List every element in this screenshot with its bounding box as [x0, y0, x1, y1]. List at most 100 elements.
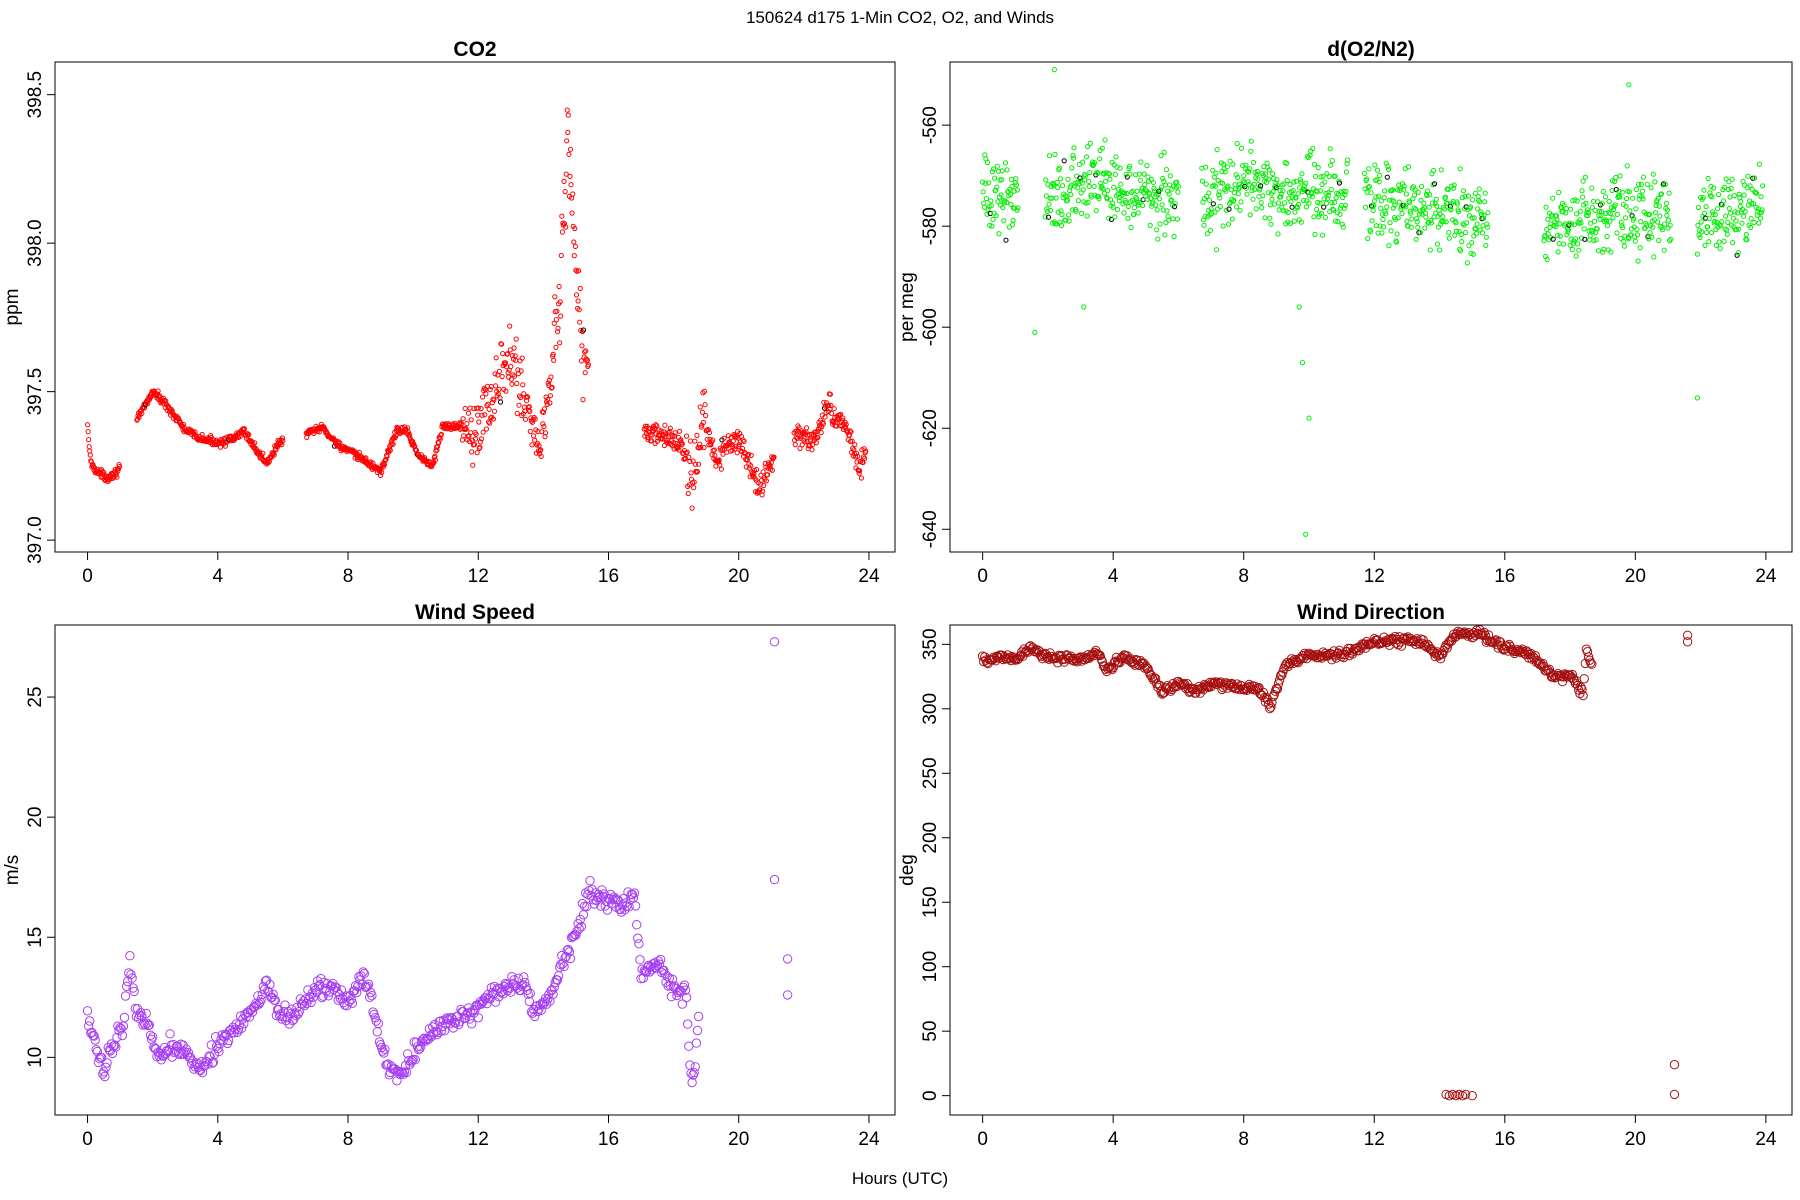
- data-point: [704, 436, 710, 442]
- data-point: [86, 437, 92, 443]
- data-point: [828, 410, 835, 416]
- series-points: [82, 637, 793, 1088]
- data-point: [1174, 216, 1181, 222]
- data-point: [815, 434, 821, 441]
- data-point: [1096, 196, 1102, 202]
- data-point: [520, 382, 526, 388]
- data-point: [575, 914, 585, 925]
- data-point: [1152, 194, 1158, 200]
- data-point: [1285, 219, 1291, 225]
- data-point: [583, 348, 589, 354]
- data-point: [1241, 173, 1247, 179]
- data-point: [1339, 221, 1345, 227]
- data-point: [687, 1077, 697, 1088]
- x-tick-label: 8: [1238, 1129, 1249, 1150]
- data-point: [1099, 183, 1105, 189]
- data-point: [1215, 177, 1221, 184]
- data-point: [1046, 153, 1053, 159]
- data-point: [576, 307, 582, 313]
- data-point: [763, 478, 770, 484]
- data-point: [473, 1013, 483, 1023]
- y-tick-label: -600: [920, 308, 941, 346]
- data-point: [689, 1068, 699, 1078]
- data-point: [1216, 677, 1226, 687]
- data-point: [1318, 210, 1325, 216]
- data-point: [1327, 146, 1333, 152]
- data-point: [1734, 252, 1740, 258]
- data-point: [1343, 169, 1350, 175]
- data-point: [1638, 181, 1644, 187]
- data-point: [739, 445, 746, 452]
- data-point: [439, 1026, 450, 1036]
- data-point: [1076, 161, 1083, 168]
- data-point: [1742, 209, 1748, 215]
- data-point: [570, 929, 580, 940]
- data-point: [526, 404, 532, 410]
- data-point: [1266, 167, 1272, 173]
- data-point: [565, 129, 571, 135]
- data-point: [1397, 186, 1404, 192]
- data-point: [531, 433, 537, 439]
- data-point: [378, 1046, 388, 1056]
- data-point: [1137, 177, 1144, 183]
- data-point: [1011, 188, 1017, 194]
- data-point: [1712, 212, 1718, 218]
- x-tick-label: 0: [82, 1129, 93, 1150]
- data-point: [1550, 236, 1556, 242]
- data-point: [990, 216, 996, 222]
- data-point: [1268, 691, 1278, 702]
- data-point: [307, 988, 317, 998]
- data-point: [1037, 654, 1048, 664]
- data-point: [1589, 205, 1596, 211]
- data-point: [1405, 223, 1411, 229]
- data-point: [1612, 202, 1618, 208]
- data-point: [1248, 138, 1254, 144]
- data-point: [1066, 218, 1072, 224]
- data-point: [680, 985, 691, 995]
- data-point: [1080, 655, 1090, 665]
- data-point: [1438, 167, 1444, 173]
- data-point: [1469, 215, 1475, 221]
- data-point: [1092, 160, 1098, 166]
- data-point: [1711, 185, 1717, 191]
- data-point: [1243, 185, 1250, 191]
- x-tick-label: 12: [1364, 1129, 1385, 1150]
- data-point: [983, 196, 990, 202]
- data-point: [1563, 205, 1569, 211]
- data-point: [387, 447, 393, 453]
- data-point: [1428, 217, 1434, 224]
- data-point: [1580, 178, 1586, 184]
- data-point: [513, 973, 524, 983]
- data-point: [1450, 217, 1456, 223]
- data-point: [769, 637, 780, 647]
- y-tick-label: 10: [25, 1047, 46, 1068]
- data-point: [720, 451, 726, 457]
- data-point: [1061, 158, 1067, 164]
- data-point: [1243, 162, 1249, 168]
- data-point: [1477, 199, 1483, 205]
- data-point: [1682, 630, 1693, 640]
- data-point: [1699, 229, 1705, 235]
- data-point: [1682, 637, 1693, 647]
- data-point: [698, 444, 704, 451]
- data-point: [1745, 173, 1751, 179]
- data-point: [1698, 219, 1704, 225]
- data-point: [684, 433, 690, 439]
- plot-frame: [54, 624, 896, 1116]
- data-point: [124, 968, 134, 978]
- data-point: [1216, 189, 1222, 195]
- data-point: [1725, 187, 1732, 193]
- data-point: [686, 1068, 696, 1079]
- data-point: [807, 443, 813, 449]
- data-point: [818, 430, 824, 436]
- data-point: [1134, 188, 1140, 194]
- x-tick-label: 24: [1755, 566, 1777, 587]
- data-point: [1124, 190, 1130, 197]
- data-point: [1543, 204, 1549, 210]
- data-point: [415, 1044, 425, 1054]
- data-point: [1207, 227, 1214, 233]
- data-point: [1126, 165, 1132, 172]
- data-point: [1084, 213, 1090, 219]
- data-point: [257, 989, 267, 1000]
- data-point: [629, 888, 640, 898]
